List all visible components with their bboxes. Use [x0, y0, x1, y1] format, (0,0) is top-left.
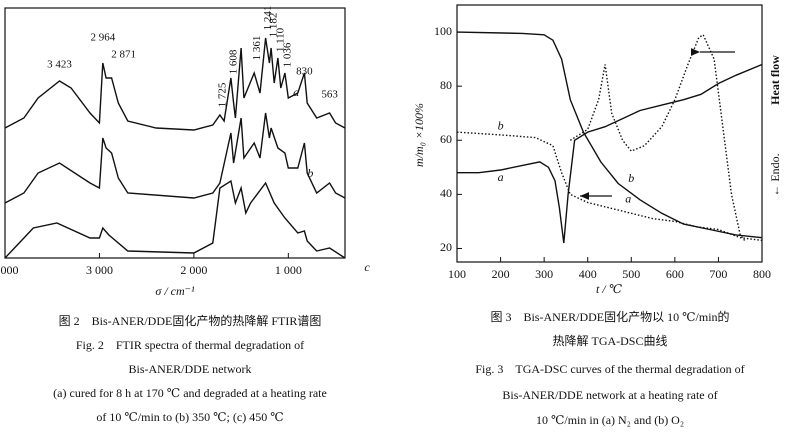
peak-label: 830 [296, 66, 313, 78]
caption-line: (a) cured for 8 h at 170 ℃ and degraded … [53, 386, 327, 400]
x-tick-label: 700 [709, 267, 727, 281]
y2-direction-label: ← Endo. [768, 153, 782, 196]
peak-label: 1 608 [227, 49, 239, 74]
curve-label: a [293, 85, 299, 99]
caption-line: 图 3 Bis-ANER/DDE固化产物以 10 ℃/min的 [490, 309, 729, 324]
peak-label: 2 964 [90, 32, 115, 44]
curve-label: b [498, 119, 504, 133]
x-tick-label: 3 000 [86, 263, 113, 277]
x-tick-label: 2 000 [180, 263, 207, 277]
x-tick-label: 100 [448, 267, 466, 281]
caption-line: Fig. 2 FTIR spectra of thermal degradati… [76, 338, 304, 352]
series-line [456, 131, 763, 242]
caption-line: 热降解 TGA-DSC曲线 [552, 334, 667, 348]
curve-label: a [498, 170, 504, 184]
peak-label: 1 725 [216, 82, 228, 107]
x-tick-label: 600 [666, 267, 684, 281]
x-axis-label: t / ℃ [596, 282, 623, 296]
x-tick-label: 300 [535, 267, 553, 281]
curve-label: a [625, 191, 631, 205]
caption-line: 图 2 Bis-ANER/DDE固化产物的热降解 FTIR谱图 [59, 313, 322, 328]
peak-label: 1 361 [251, 36, 263, 61]
y-tick-label: 40 [440, 186, 452, 200]
y-tick-label: 80 [440, 78, 452, 92]
x-tick-label: 200 [492, 267, 510, 281]
x-tick-label: 400 [579, 267, 597, 281]
peak-label: 3 423 [47, 59, 72, 71]
x-axis-label: σ / cm⁻¹ [155, 284, 195, 298]
peak-label: 563 [321, 89, 338, 101]
curve-label: c [364, 260, 370, 274]
y-axis-label: m/m₀ ×100% [412, 103, 426, 167]
plot-frame [456, 4, 763, 263]
curve-label: b [628, 171, 634, 185]
peak-label: 1 241 [262, 6, 274, 31]
series-line [4, 37, 346, 131]
curve-label: b [307, 166, 313, 180]
plot-frame [4, 7, 346, 259]
caption-line: Bis-ANER/DDE network [129, 362, 252, 376]
peak-label: 2 871 [111, 49, 136, 61]
caption-line: Fig. 3 TGA-DSC curves of the thermal deg… [475, 362, 744, 376]
series-line [4, 112, 346, 204]
y-tick-label: 100 [434, 24, 452, 38]
y-tick-label: 20 [440, 240, 452, 254]
peak-label: 1 110 [274, 27, 286, 52]
peak-label: 1 036 [281, 42, 293, 67]
peak-label: 1 182 [268, 13, 280, 38]
x-tick-label: 1 000 [275, 263, 302, 277]
y-tick-label: 60 [440, 132, 452, 146]
y2-axis-label: Heat flow [768, 55, 782, 105]
caption-line: of 10 ℃/min to (b) 350 ℃; (c) 450 ℃ [96, 410, 283, 424]
x-tick-label: 500 [622, 267, 640, 281]
series-line [4, 179, 346, 259]
caption-line: Bis-ANER/DDE network at a heating rate o… [502, 388, 717, 402]
series-line [457, 63, 763, 244]
series-line [569, 33, 746, 241]
x-tick-label: 4 000 [0, 263, 19, 277]
caption-line: 10 ℃/min in (a) N₂ and (b) O₂ [536, 413, 684, 427]
x-tick-label: 800 [753, 267, 771, 281]
